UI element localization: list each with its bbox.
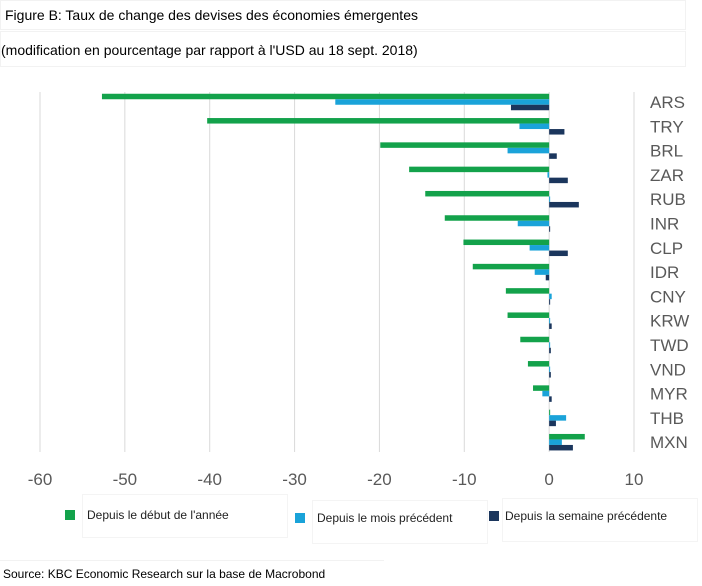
bar-twd-series-3 [549,347,551,354]
legend-item-2: Depuis le mois précédent [295,500,488,544]
bar-krw-series-2 [549,317,551,324]
category-label: KRW [650,312,689,331]
bar-inr-series-3 [549,226,551,232]
x-tick-label: -50 [113,470,138,489]
legend-label-2: Depuis le mois précédent [317,511,453,525]
bar-vnd-series-3 [549,372,551,378]
category-label: VND [650,360,686,379]
legend-swatch-3 [489,511,499,521]
bar-clp-series-3 [549,250,568,257]
category-label: ZAR [650,166,684,185]
legend-swatch-1 [65,510,75,520]
bar-cny-series-1 [505,288,550,294]
bar-krw-series-3 [549,323,552,329]
bar-myr-series-3 [549,396,552,402]
bar-try-series-3 [549,129,565,135]
x-tick-label: -20 [367,470,392,489]
bar-cny-series-3 [549,299,551,305]
legend-label-3: Depuis la semaine précédente [505,509,668,523]
chart-subtitle: (modification en pourcentage par rapport… [1,42,418,58]
bar-vnd-series-2 [549,366,551,373]
bar-inr-series-1 [444,215,550,221]
legend-item-3: Depuis la semaine précédente [489,498,698,542]
x-tick-label: -30 [282,470,307,489]
x-tick-label: 0 [544,470,553,489]
bar-clp-series-2 [529,245,550,251]
category-label: CNY [650,287,686,306]
category-label: TRY [650,117,684,136]
category-label: RUB [650,190,686,209]
bar-try-series-1 [207,118,550,124]
category-label: ARS [650,93,685,112]
bar-ars-series-1 [101,93,550,100]
bar-krw-series-1 [507,312,550,318]
x-tick-label: 10 [625,470,644,489]
title-box: Figure B: Taux de change des devises des… [0,0,686,30]
bar-try-series-2 [519,123,550,130]
category-label: TWD [650,336,689,355]
bar-idr-series-3 [545,274,550,281]
bar-vnd-series-1 [527,361,550,367]
bar-inr-series-2 [517,220,550,227]
subtitle-box: (modification en pourcentage par rapport… [0,31,686,67]
bar-rub-series-3 [549,201,579,208]
bar-cny-series-2 [549,293,552,300]
bar-twd-series-2 [549,342,551,348]
chart-title: Figure B: Taux de change des devises des… [5,7,418,23]
category-label: IDR [650,263,679,282]
category-label: THB [650,409,684,428]
category-label: CLP [650,239,683,258]
bar-rub-series-1 [425,190,550,197]
bar-brl-series-2 [507,147,550,154]
bar-mxn-series-1 [549,433,585,440]
bar-mxn-series-3 [549,444,573,451]
bar-idr-series-2 [534,269,550,275]
legend-label-1: Depuis le début de l'année [87,508,229,522]
bar-idr-series-1 [472,263,550,270]
legend-swatch-2 [295,513,305,523]
x-tick-label: -10 [452,470,477,489]
bar-zar-series-1 [409,166,550,173]
bar-thb-series-1 [549,409,551,416]
source-note: Source: KBC Economic Research sur la bas… [3,567,326,581]
category-label: MYR [650,385,688,404]
bar-myr-series-2 [542,390,550,397]
bar-ars-series-2 [335,99,550,105]
legend-item-1: Depuis le début de l'année [65,494,288,538]
bar-myr-series-1 [533,385,550,391]
bar-clp-series-1 [463,239,550,246]
bar-thb-series-3 [549,420,556,427]
x-tick-label: -40 [197,470,222,489]
bar-brl-series-1 [380,142,550,148]
bar-brl-series-3 [549,153,557,159]
x-tick-label: -60 [28,470,53,489]
source-box: Source: KBC Economic Research sur la bas… [0,560,384,586]
category-label: MXN [650,433,688,452]
bar-zar-series-3 [549,177,568,184]
bar-rub-series-2 [549,196,551,202]
bar-mxn-series-2 [549,439,562,445]
bar-ars-series-3 [510,104,550,111]
bar-thb-series-2 [549,415,567,421]
category-label: BRL [650,142,683,161]
category-label: INR [650,215,679,234]
bar-zar-series-2 [547,172,550,178]
bar-twd-series-1 [520,336,550,343]
bar-chart: -60 -50 -40 -30 -20 -10 0 10 ARS TRY BRL ZAR RUB INR C… [28,92,689,489]
